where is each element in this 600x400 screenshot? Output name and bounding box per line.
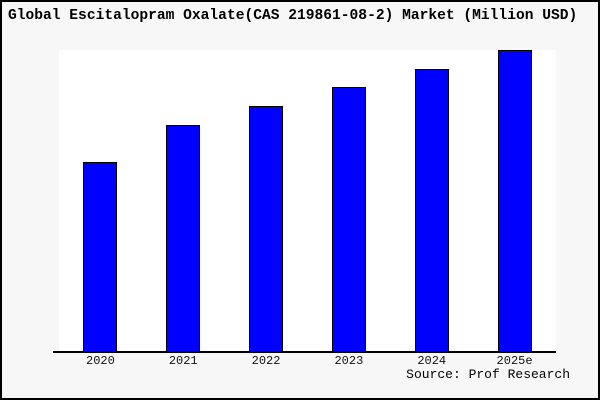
bar-2020	[83, 161, 118, 351]
x-tick-label-2023: 2023	[334, 354, 364, 368]
x-tick-label-2020: 2020	[86, 354, 115, 368]
bar-2022	[249, 106, 284, 351]
x-axis-line	[53, 351, 556, 353]
x-axis-labels: 2020 2021 2022 2023 2024 2025e	[59, 355, 556, 368]
bar-column-2025e	[473, 50, 556, 351]
bar-column-2023	[307, 50, 390, 351]
x-tick-label-2025e: 2025e	[496, 354, 533, 368]
bar-column-2024	[390, 50, 473, 351]
plot-area	[59, 50, 556, 351]
bar-2024	[414, 68, 449, 351]
x-tick-label-2024: 2024	[417, 354, 447, 368]
source-note: Source: Prof Research	[406, 367, 570, 382]
bar-column-2021	[142, 50, 225, 351]
x-tick-label-2021: 2021	[168, 354, 198, 368]
bar-column-2020	[59, 50, 142, 351]
bar-column-2022	[225, 50, 308, 351]
bar-2021	[166, 124, 201, 351]
x-tick-label-2022: 2022	[251, 354, 281, 368]
bar-series	[59, 50, 556, 351]
bar-2025e	[497, 50, 532, 351]
bar-2023	[331, 87, 366, 351]
chart-title: Global Escitalopram Oxalate(CAS 219861-0…	[8, 8, 578, 24]
